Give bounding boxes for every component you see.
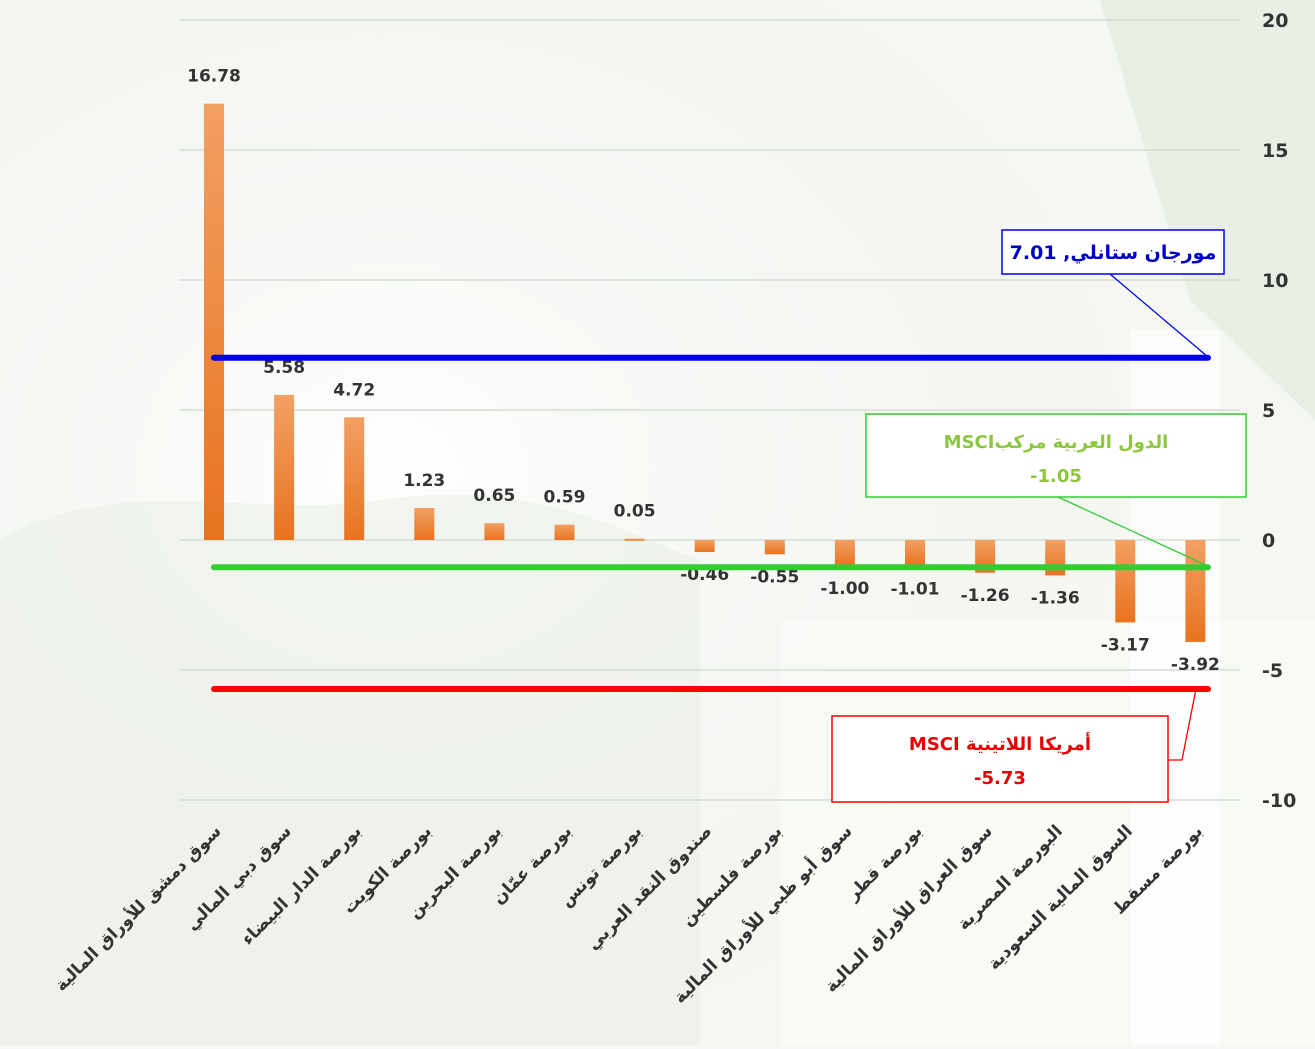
y-tick-label: -10 xyxy=(1262,790,1296,812)
bar-value-label: -1.26 xyxy=(961,586,1010,606)
y-axis-ticks: 20 15 10 5 0 -5 -10 xyxy=(1262,10,1296,812)
bar xyxy=(764,540,785,555)
bar xyxy=(274,394,295,540)
y-tick-label: 15 xyxy=(1262,140,1288,162)
bar-value-label: -3.92 xyxy=(1171,655,1220,675)
bar-value-label: -1.36 xyxy=(1031,588,1080,608)
callout-value: -1.05 xyxy=(1030,466,1082,487)
bar-value-label: -1.00 xyxy=(820,579,869,599)
callout-label: MSCI أمريكا اللاتينية xyxy=(909,732,1091,755)
bar-value-label: 4.72 xyxy=(333,380,375,400)
bar-value-label: -3.17 xyxy=(1101,635,1150,655)
callout-leader xyxy=(1168,688,1208,761)
bar xyxy=(344,417,365,540)
bar-value-label: 0.05 xyxy=(614,502,656,522)
bar xyxy=(1115,540,1136,623)
callout-box xyxy=(865,413,1247,498)
bar-value-label: 0.65 xyxy=(473,486,515,506)
bar-value-label: -0.55 xyxy=(750,567,799,587)
callout-leader xyxy=(1109,273,1209,358)
bar-value-labels: 16.785.584.721.230.65 0.590.05-0.46 -0.55-… xyxy=(187,67,1220,675)
bar xyxy=(694,540,715,552)
bar xyxy=(624,538,645,541)
callout-value: -5.73 xyxy=(974,768,1026,789)
bar-value-label: 1.23 xyxy=(403,471,445,491)
bar-value-label: 16.78 xyxy=(187,67,241,87)
bar xyxy=(905,540,925,567)
bar xyxy=(484,523,505,540)
y-tick-label: 0 xyxy=(1262,530,1275,552)
bar xyxy=(554,524,575,540)
bar xyxy=(834,540,855,566)
y-tick-label: 5 xyxy=(1262,400,1275,422)
reference-lines: مورجان ستانلي, 7.01 MSCIالدول العربية مرك… xyxy=(211,229,1247,803)
bar-value-label: 0.59 xyxy=(544,488,586,508)
callout-box xyxy=(1001,229,1225,275)
callout-label: مورجان ستانلي, 7.01 xyxy=(1010,242,1217,264)
bars xyxy=(204,103,1206,642)
callout-box xyxy=(831,715,1169,803)
bar xyxy=(204,103,224,540)
bar-value-label: -1.01 xyxy=(891,579,940,599)
bar xyxy=(414,508,435,540)
bar-value-label: 5.58 xyxy=(263,358,305,378)
callout-label: MSCIالدول العربية مركب xyxy=(944,432,1169,453)
callout-leader xyxy=(1057,496,1209,567)
y-tick-label: 10 xyxy=(1262,270,1288,292)
bar xyxy=(1185,540,1206,642)
y-tick-label: -5 xyxy=(1262,660,1283,682)
y-tick-label: 20 xyxy=(1262,10,1288,32)
